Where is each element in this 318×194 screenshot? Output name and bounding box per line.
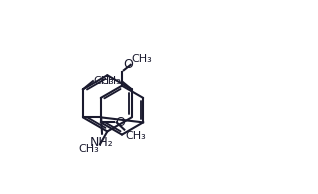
Text: CH₃: CH₃ (125, 131, 146, 140)
Text: O: O (115, 116, 125, 129)
Text: NH₂: NH₂ (90, 136, 114, 149)
Text: CH₃: CH₃ (79, 144, 99, 154)
Text: CH₃: CH₃ (100, 76, 121, 86)
Text: CH₃: CH₃ (94, 76, 114, 86)
Text: O: O (123, 58, 133, 71)
Text: CH₃: CH₃ (131, 54, 152, 64)
